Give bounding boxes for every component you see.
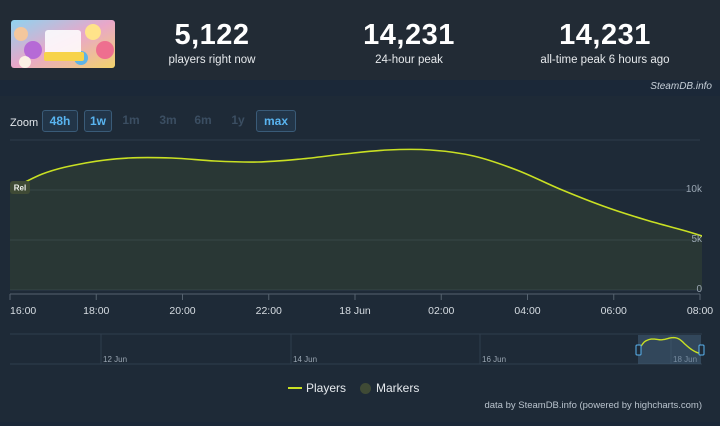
- peak-all-value: 14,231: [559, 19, 651, 51]
- release-marker-badge: [10, 181, 30, 194]
- navigator-label: 16 Jun: [482, 355, 506, 364]
- zoom-button-1w[interactable]: 1w: [84, 110, 112, 132]
- zoom-button-max[interactable]: max: [256, 110, 296, 132]
- release-marker-label: Rel: [14, 184, 26, 193]
- players-point: [257, 161, 259, 163]
- chart-markers[interactable]: Rel: [10, 181, 30, 194]
- navigator-handle-left[interactable]: [635, 344, 642, 356]
- stat-players-now: 5,122 players right now: [152, 18, 272, 68]
- players-point: [516, 169, 518, 171]
- zoom-button-1y[interactable]: 1y: [231, 113, 245, 127]
- x-tick-label: 18:00: [83, 305, 109, 317]
- players-point: [171, 157, 173, 159]
- legend-markers-label: Markers: [376, 381, 420, 395]
- stats-bar: 5,122 players right now 14,231 24-hour p…: [0, 0, 720, 80]
- legend-item-players[interactable]: Players: [288, 381, 346, 395]
- players-point: [559, 188, 561, 190]
- zoom-button-1m[interactable]: 1m: [122, 113, 140, 127]
- steamdb-credit-link[interactable]: SteamDB.info: [650, 81, 712, 92]
- zoom-button-3m[interactable]: 3m: [159, 113, 177, 127]
- game-cover-image[interactable]: [11, 20, 115, 68]
- players-point: [343, 153, 345, 155]
- zoom-button-6m[interactable]: 6m: [194, 113, 212, 127]
- y-axis-ticks: 0 5k 10k: [686, 184, 703, 295]
- x-tick-label: 18 Jun: [339, 305, 371, 317]
- chart-legend: Players Markers: [288, 380, 433, 396]
- players-point: [429, 149, 431, 151]
- x-tick-label: 20:00: [169, 305, 195, 317]
- chart-line: [10, 148, 702, 237]
- x-tick-label: 06:00: [601, 305, 627, 317]
- x-tick-label: 02:00: [428, 305, 454, 317]
- players-point: [214, 160, 216, 162]
- players-point: [41, 173, 43, 175]
- players-point: [300, 158, 302, 160]
- y-tick-label: 5k: [691, 234, 703, 245]
- markers-swatch: [360, 382, 372, 394]
- chart-panel: [0, 96, 720, 422]
- stat-all-time-peak: 14,231 all-time peak 6 hours ago: [520, 18, 690, 68]
- navigator-series: [640, 336, 700, 354]
- players-point: [386, 149, 388, 151]
- game-cover-art: [11, 20, 115, 68]
- players-now-value: 5,122: [174, 19, 250, 51]
- zoom-label: Zoom: [10, 117, 39, 129]
- navigator[interactable]: 12 Jun 14 Jun 16 Jun 18 Jun: [10, 333, 705, 365]
- players-point: [645, 219, 647, 221]
- x-tick-label: 04:00: [514, 305, 540, 317]
- chart-credit[interactable]: data by SteamDB.info (powered by highcha…: [484, 400, 702, 411]
- x-tick-label: 16:00: [10, 305, 36, 317]
- chart-area: [10, 149, 702, 290]
- legend-players-label: Players: [306, 381, 347, 395]
- navigator-handle-right[interactable]: [698, 344, 705, 356]
- players-series-line: [10, 148, 702, 237]
- chart-grid: [10, 139, 700, 291]
- players-area: [10, 149, 702, 290]
- x-axis: 16:00 18:00 20:00 22:00 18 Jun 02:00 04:00 06:0…: [9, 293, 713, 317]
- players-point: [602, 205, 604, 207]
- navigator-label: 18 Jun: [673, 355, 697, 364]
- navigator-label: 14 Jun: [293, 355, 317, 364]
- legend-item-markers[interactable]: Markers: [360, 381, 419, 395]
- players-now-label: players right now: [168, 54, 256, 66]
- players-point: [127, 157, 129, 159]
- zoom-button-48h[interactable]: 48h: [42, 110, 78, 132]
- peak-24h-value: 14,231: [363, 19, 455, 51]
- y-tick-label: 10k: [686, 184, 703, 195]
- peak-all-label: all-time peak 6 hours ago: [540, 54, 670, 66]
- y-tick-label: 0: [696, 284, 702, 295]
- players-point: [84, 162, 86, 164]
- navigator-label: 12 Jun: [103, 355, 127, 364]
- release-marker[interactable]: Rel: [10, 181, 30, 194]
- players-swatch: [288, 387, 302, 389]
- players-point: [472, 155, 474, 157]
- peak-24h-label: 24-hour peak: [375, 54, 443, 66]
- stat-24h-peak: 14,231 24-hour peak: [344, 18, 474, 68]
- x-tick-label: 08:00: [687, 305, 713, 317]
- players-point: [688, 231, 690, 233]
- x-tick-label: 22:00: [256, 305, 282, 317]
